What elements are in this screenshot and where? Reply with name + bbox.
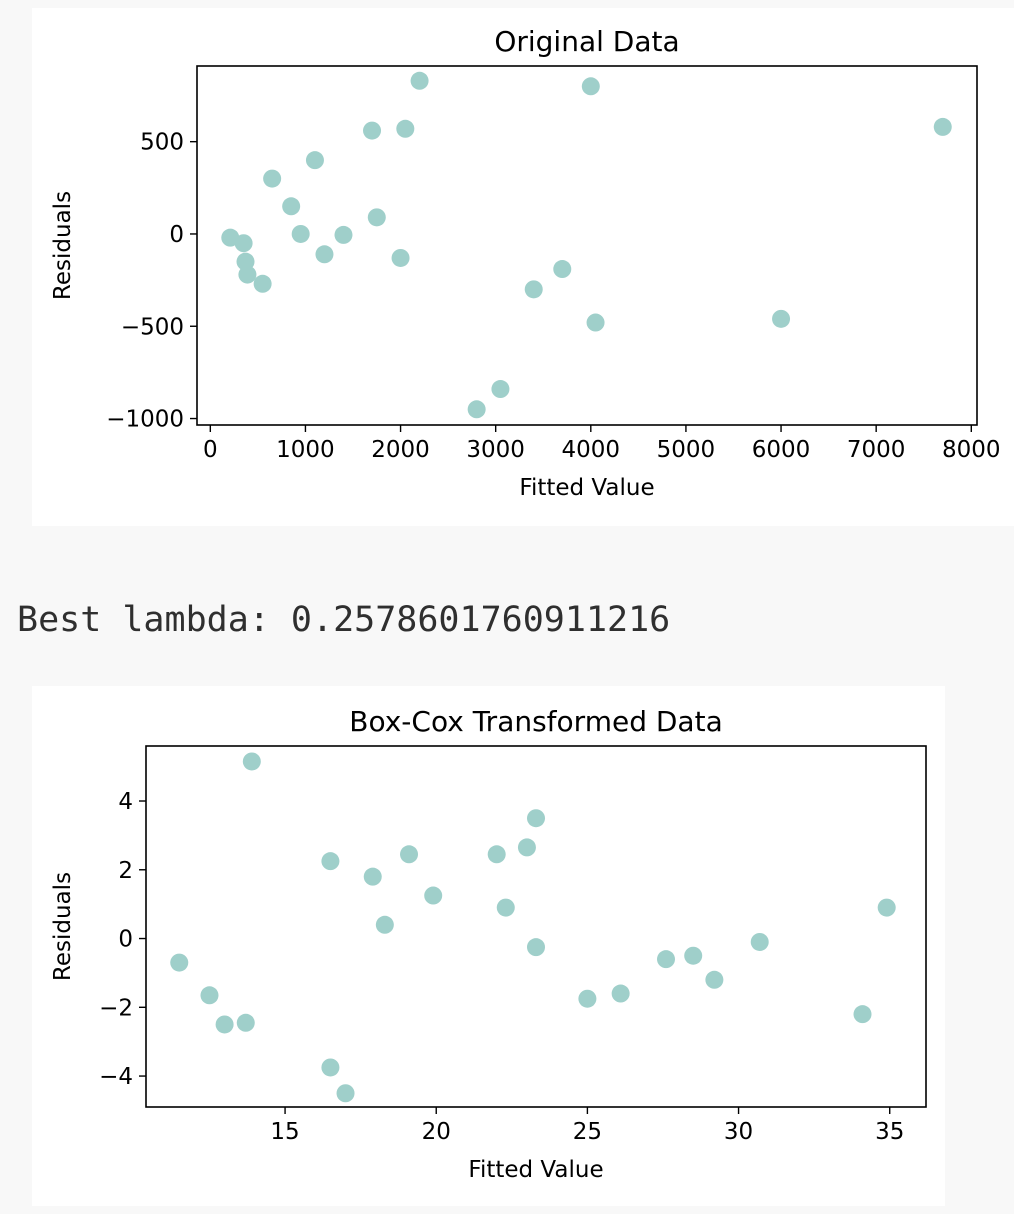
x-tick-label: 20 (422, 1119, 451, 1145)
data-point (238, 265, 257, 284)
x-tick-label: 4000 (562, 437, 621, 463)
data-point (853, 1005, 872, 1024)
boxcox-chart-title: Box-Cox Transformed Data (349, 705, 722, 738)
original-data-figure: Original Data 0 1000 2000 3000 4000 5000 6000 70… (32, 8, 1014, 526)
boxcox-data-chart: Box-Cox Transformed Data 15 20 25 30 35 −4 −2 0 2… (50, 705, 927, 1183)
data-point (772, 309, 791, 328)
x-tick-label: 3000 (466, 437, 525, 463)
data-point (170, 953, 189, 972)
data-point (657, 950, 675, 969)
data-point (527, 809, 545, 828)
boxcox-points (170, 752, 896, 1103)
data-point (581, 77, 600, 96)
data-point (363, 121, 382, 140)
data-point (491, 380, 510, 399)
data-point (877, 898, 896, 917)
data-point (282, 197, 301, 216)
data-point (363, 867, 382, 886)
data-point (586, 313, 605, 332)
boxcox-data-figure: Box-Cox Transformed Data 15 20 25 30 35 −4 −2 0 2… (32, 686, 945, 1206)
data-point (321, 852, 340, 871)
y-tick-label: 0 (118, 927, 133, 953)
best-lambda-output: Best lambda: 0.2578601760911216 (17, 600, 671, 640)
data-point (396, 119, 415, 138)
original-points (221, 71, 952, 419)
boxcox-x-axis-label: Fitted Value (468, 1157, 603, 1183)
data-point (496, 898, 515, 917)
data-point (517, 838, 536, 857)
data-point (215, 1015, 234, 1034)
data-point (487, 845, 506, 864)
data-point (367, 208, 386, 227)
data-point (391, 248, 410, 267)
x-tick-label: 1000 (276, 437, 335, 463)
data-point (334, 225, 353, 244)
data-point (524, 280, 543, 299)
data-point (410, 71, 429, 90)
x-tick-label: 0 (203, 437, 218, 463)
data-point (684, 946, 703, 965)
data-point (321, 1058, 340, 1077)
data-point (242, 752, 261, 771)
data-point (705, 970, 724, 989)
y-tick-label: 0 (169, 222, 184, 248)
data-point (234, 234, 253, 253)
y-tick-label: −1000 (106, 407, 184, 433)
original-y-axis-label: Residuals (50, 191, 76, 300)
x-tick-label: 30 (724, 1119, 753, 1145)
y-tick-label: −500 (121, 314, 184, 340)
data-point (315, 245, 334, 264)
y-tick-label: 2 (118, 858, 133, 884)
original-plot-frame (196, 65, 978, 426)
data-point (400, 845, 419, 864)
boxcox-y-axis-label: Residuals (50, 872, 76, 981)
data-point (527, 938, 545, 957)
data-point (553, 260, 572, 279)
data-point (291, 224, 310, 243)
x-tick-label: 7000 (847, 437, 906, 463)
data-point (200, 986, 219, 1005)
original-x-axis-label: Fitted Value (519, 475, 654, 501)
original-chart-title: Original Data (494, 25, 679, 58)
data-point (578, 989, 597, 1008)
data-point (467, 400, 486, 419)
data-point (236, 1013, 255, 1032)
x-tick-label: 6000 (752, 437, 811, 463)
data-point (933, 117, 952, 136)
x-tick-label: 2000 (371, 437, 430, 463)
data-point (611, 984, 630, 1003)
x-tick-label: 15 (270, 1119, 299, 1145)
data-point (253, 274, 272, 293)
y-tick-label: 4 (118, 789, 133, 815)
data-point (375, 915, 394, 934)
data-point (336, 1084, 355, 1103)
x-tick-label: 35 (875, 1119, 904, 1145)
y-tick-label: −2 (99, 995, 133, 1021)
x-tick-label: 25 (573, 1119, 602, 1145)
x-tick-label: 5000 (657, 437, 716, 463)
x-tick-label: 8000 (942, 437, 1001, 463)
y-tick-label: 500 (140, 130, 184, 156)
y-tick-label: −4 (99, 1064, 133, 1090)
data-point (424, 886, 443, 905)
data-point (263, 169, 282, 188)
data-point (305, 151, 324, 170)
data-point (750, 932, 769, 951)
boxcox-plot-frame (145, 745, 927, 1108)
